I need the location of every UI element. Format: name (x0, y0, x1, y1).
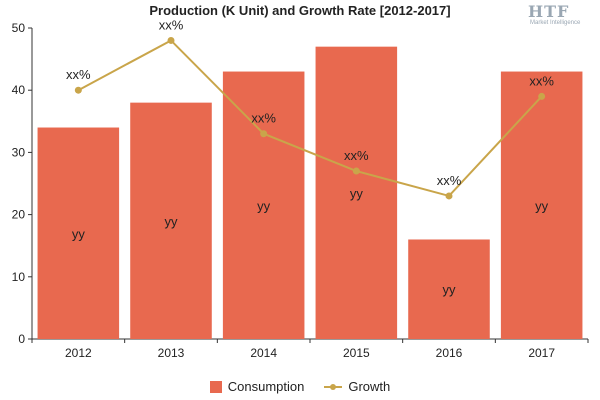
logo-subtext: Market Intelligence (530, 20, 581, 26)
x-tick-label: 2012 (65, 346, 92, 360)
growth-point-2013 (167, 36, 175, 44)
growth-data-label: xx% (251, 111, 276, 126)
bar-data-label: yy (72, 226, 86, 241)
bar-2012 (37, 127, 120, 340)
bar-data-label: yy (257, 198, 271, 213)
bar-data-label: yy (350, 186, 364, 201)
chart-legend: Consumption Growth (0, 379, 600, 394)
bar-2016 (408, 239, 490, 339)
growth-point-2017 (538, 92, 546, 100)
growth-data-label: xx% (159, 17, 184, 32)
bar-data-label: yy (165, 214, 179, 229)
y-tick-label: 10 (12, 270, 26, 284)
growth-data-label: xx% (344, 148, 369, 163)
x-tick-label: 2014 (250, 346, 277, 360)
logo-text: HTF (528, 2, 570, 21)
bar-2013 (130, 102, 212, 339)
growth-line (77, 39, 543, 198)
growth-data-label: xx% (437, 173, 462, 188)
legend-label-growth: Growth (348, 379, 391, 394)
y-tick-label: 50 (12, 21, 26, 35)
growth-point-2012 (74, 86, 82, 94)
x-tick-label: 2015 (343, 346, 370, 360)
x-tick-label: 2013 (158, 346, 185, 360)
growth-data-label: xx% (66, 67, 91, 82)
bar-2014 (222, 71, 305, 339)
y-tick-label: 30 (12, 145, 26, 159)
y-tick-label: 40 (12, 83, 26, 97)
bar-data-label: yy (535, 198, 549, 213)
growth-point-2016 (445, 192, 453, 200)
legend-item-consumption[interactable]: Consumption (209, 379, 305, 394)
legend-swatch-consumption (209, 380, 222, 393)
x-tick-label: 2016 (436, 346, 463, 360)
y-tick-label: 20 (12, 208, 26, 222)
bar-2015 (315, 46, 398, 339)
growth-point-2014 (260, 130, 268, 138)
x-tick-label: 2017 (528, 346, 555, 360)
htf-logo: HTF Market Intelligence (528, 2, 588, 30)
bar-data-label: yy (443, 282, 457, 297)
y-tick-label: 0 (18, 332, 25, 346)
legend-item-growth[interactable]: Growth (324, 379, 390, 394)
chart-title: Production (K Unit) and Growth Rate [201… (149, 3, 451, 18)
legend-swatch-growth (324, 381, 343, 393)
growth-data-label: xx% (529, 73, 554, 88)
bar-2017 (500, 71, 583, 339)
legend-label-consumption: Consumption (227, 379, 305, 394)
growth-point-2015 (352, 167, 360, 175)
